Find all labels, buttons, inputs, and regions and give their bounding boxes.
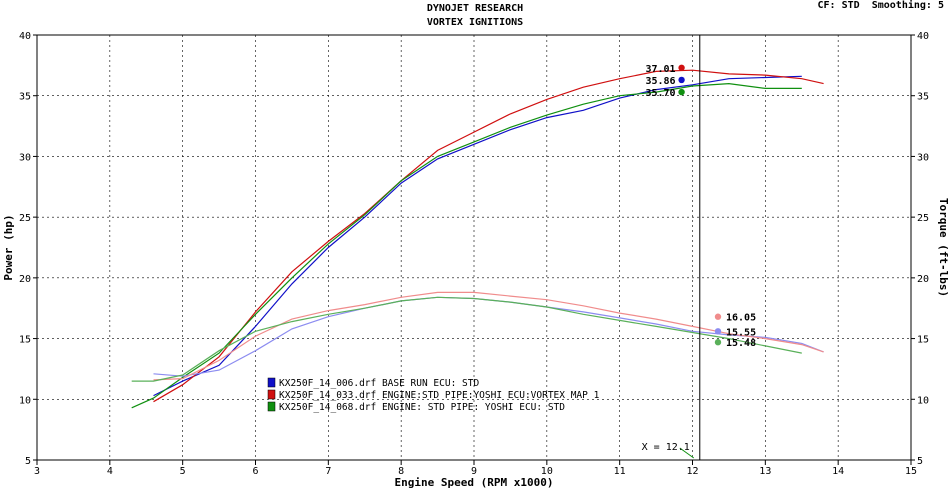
chart-subtitle: VORTEX IGNITIONS [426,17,524,28]
marker-dot [714,339,722,346]
y2-tick-label: 35 [917,92,929,103]
marker-dot [714,313,722,320]
legend-swatch [267,389,276,400]
cf-label: CF: [817,0,836,11]
y2-tick-label: 5 [917,456,923,467]
marker-label: 35.70 [645,88,675,99]
marker-dot [714,328,722,335]
legend-entry: KX250F_14_006.drf BASE RUN ECU: STD [279,378,479,389]
x-tick-label: 5 [180,466,186,477]
legend-swatch [267,377,276,388]
marker-dot [678,76,685,84]
x-tick-label: 10 [541,466,553,477]
x-axis-label: Engine Speed (RPM x1000) [395,476,554,489]
marker-label: 35.86 [645,76,675,87]
y-tick-label: 20 [19,274,31,285]
smoothing-value: 5 [937,0,944,11]
cursor-readout: X = 12.1 [642,442,690,453]
x-tick-label: 12 [686,466,698,477]
smoothing-label: Smoothing: [871,0,932,11]
x-tick-label: 11 [614,466,626,477]
y-tick-label: 30 [19,152,31,163]
y-tick-label: 5 [25,456,31,467]
y-tick-label: 10 [19,395,31,406]
y-tick-label: 15 [19,335,31,346]
y2-axis-label: Torque (ft-lbs) [937,198,950,297]
marker-label: 37.01 [645,64,675,75]
cursor-leader [679,447,695,459]
y2-tick-label: 40 [917,31,929,42]
y2-tick-label: 10 [917,395,929,406]
x-tick-label: 3 [34,466,40,477]
marker-label: 15.48 [726,338,756,349]
x-tick-label: 15 [905,466,917,477]
y2-tick-label: 15 [917,335,929,346]
x-tick-label: 13 [759,466,771,477]
y-tick-label: 40 [19,31,31,42]
power-series-line-red [153,69,824,403]
marker-label: 16.05 [726,313,756,324]
marker-dot [678,88,685,96]
torque-series-line-red-light [153,291,824,381]
torque-series-line-green-light [131,296,802,382]
legend-swatch [267,401,276,412]
legend-entry: KX250F_14_068.drf ENGINE: STD PIPE: YOSH… [279,402,565,413]
correction-info: CF: STD Smoothing: 5 [818,0,944,11]
x-tick-label: 6 [252,466,258,477]
y2-tick-label: 25 [917,213,929,224]
y-tick-label: 25 [19,213,31,224]
x-tick-label: 7 [325,466,331,477]
marker-dot [678,64,685,71]
legend-entry: KX250F_14_033.drf ENGINE:STD PIPE:YOSHI … [279,390,600,401]
chart-title: DYNOJET RESEARCH [426,3,524,14]
x-tick-label: 14 [832,466,844,477]
x-tick-label: 9 [471,466,477,477]
cf-value: STD [841,0,860,11]
y2-tick-label: 30 [917,152,929,163]
y-tick-label: 35 [19,92,31,103]
marker-label: 15.55 [726,327,756,338]
power-series-line-blue [153,75,802,397]
power-series-line-green [131,82,802,409]
y2-tick-label: 20 [917,274,929,285]
y-axis-label: Power (hp) [2,214,15,280]
x-tick-label: 8 [398,466,404,477]
x-tick-label: 4 [107,466,113,477]
